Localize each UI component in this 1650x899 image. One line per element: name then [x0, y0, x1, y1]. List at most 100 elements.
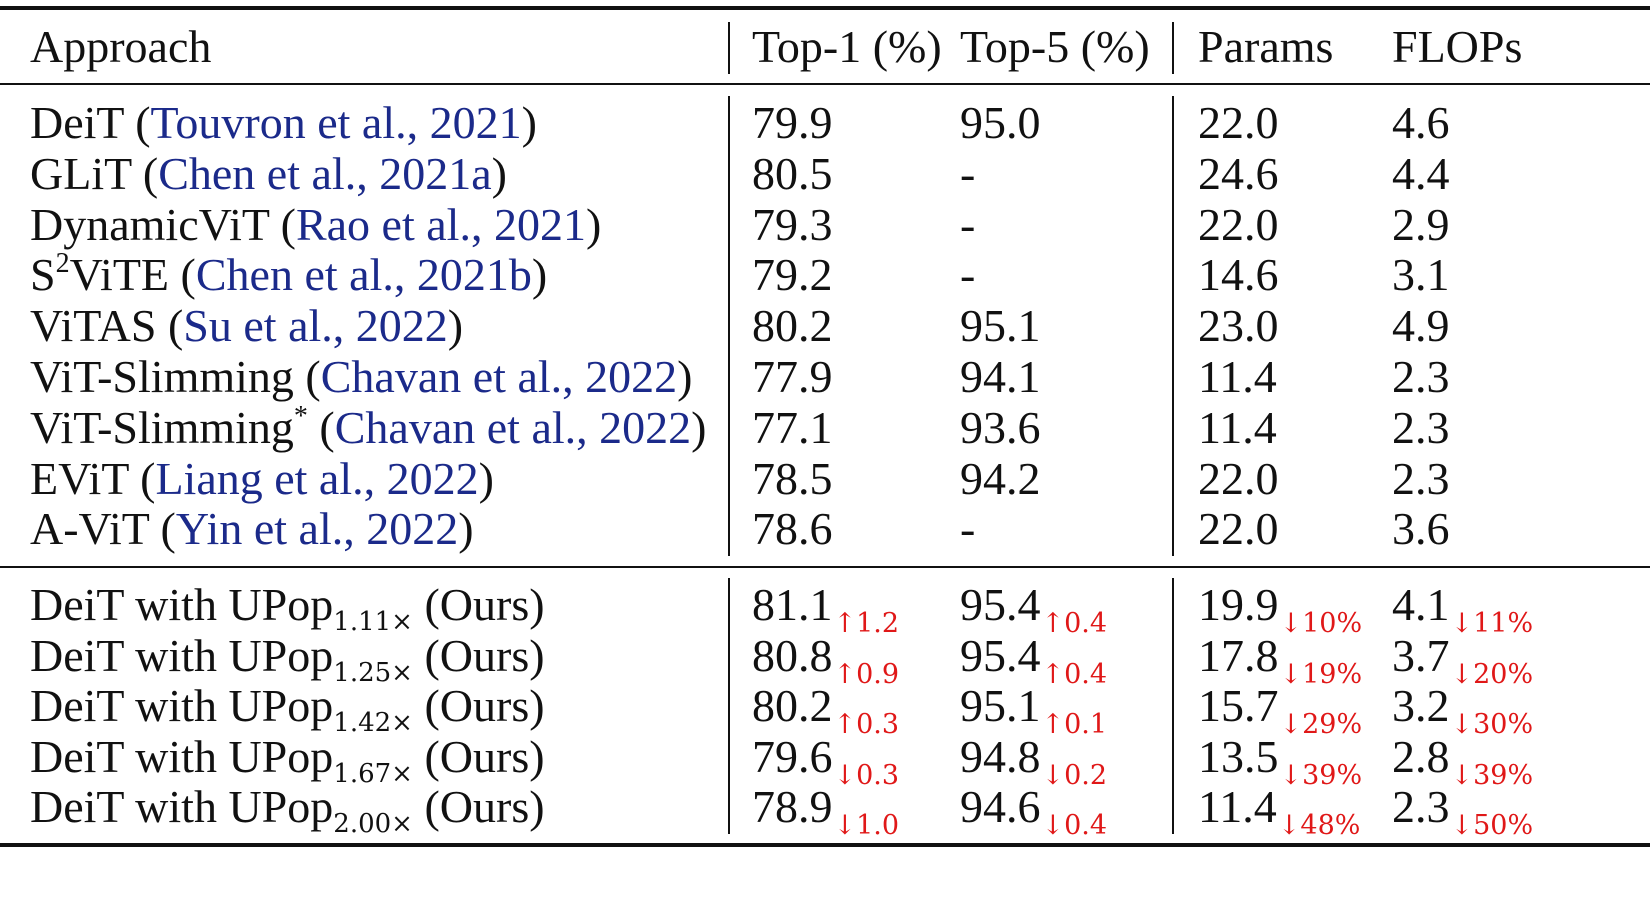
top1-cell: 79.2: [752, 249, 833, 301]
top1-delta: ↓1.0: [833, 810, 900, 842]
top5-cell: 94.1: [960, 351, 1041, 402]
top5-value: 95.4: [960, 629, 1041, 681]
params-cell: 22.0: [1198, 97, 1279, 148]
top5-cell: 95.1: [960, 300, 1041, 352]
table-row: S2ViTE (Chen et al., 2021b) 79.2 - 14.6 3.1: [0, 248, 1650, 301]
column-separator-2: [1172, 22, 1174, 74]
params-value: 13.5: [1198, 730, 1279, 782]
table-row: ViTAS (Su et al., 2022) 80.2 95.1 23.0 4.9: [0, 299, 1650, 352]
approach-cell: DeiT with UPop1.25× (Ours): [30, 629, 545, 690]
flops-cell: 2.9: [1392, 198, 1450, 250]
top1-cell: 79.3: [752, 198, 833, 250]
table-row: DeiT with UPop1.42× (Ours) 80.2↑0.3 95.1↑0…: [0, 679, 1650, 740]
params-cell: 15.7↓29%: [1198, 679, 1363, 741]
top1-cell: 78.5: [752, 452, 833, 504]
top5-cell: 95.0: [960, 97, 1041, 148]
approach-cell: DeiT with UPop2.00× (Ours): [30, 780, 545, 841]
flops-cell: 4.6: [1392, 97, 1450, 148]
params-cell: 17.8↓19%: [1198, 629, 1363, 690]
method-name: ViT-Slimming: [30, 401, 294, 453]
method-name: DeiT with UPop: [30, 629, 334, 681]
method-subscript: 1.67×: [333, 758, 413, 789]
method-subscript: 1.42×: [333, 708, 413, 739]
params-delta: ↓29%: [1279, 709, 1363, 741]
flops-cell: 3.6: [1392, 503, 1450, 555]
params-cell: 22.0: [1198, 198, 1279, 250]
top1-delta: ↑0.9: [833, 658, 900, 690]
table-header: Approach Top-1 (%) Top-5 (%) Params FLOP…: [0, 20, 1650, 73]
header-top5: Top-5 (%): [960, 21, 1150, 72]
table-row: DeiT with UPop2.00× (Ours) 78.9↓1.0 94.6↓0…: [0, 780, 1650, 841]
top1-delta: ↑1.2: [833, 608, 900, 639]
top1-cell: 80.5: [752, 147, 833, 199]
params-cell: 23.0: [1198, 300, 1279, 352]
ours-label: (Ours): [424, 730, 545, 782]
method-superscript: 2: [55, 248, 70, 280]
citation: Su et al., 2022: [183, 300, 448, 352]
top1-value: 79.6: [752, 730, 833, 782]
method-name-prefix: S: [30, 249, 56, 301]
params-value: 11.4: [1198, 781, 1277, 833]
top1-cell: 80.2↑0.3: [752, 679, 899, 740]
ours-label: (Ours): [424, 579, 545, 630]
top5-cell: 95.4↑0.4: [960, 629, 1107, 690]
approach-cell: ViT-Slimming* (Chavan et al., 2022): [30, 400, 707, 453]
header-rule: [0, 83, 1650, 85]
citation: Chavan et al., 2022: [320, 351, 678, 402]
flops-cell: 4.1↓11%: [1392, 578, 1533, 639]
approach-cell: EViT (Liang et al., 2022): [30, 452, 494, 504]
params-cell: 22.0: [1198, 503, 1279, 555]
column-separator-1: [728, 96, 730, 556]
bottom-rule: [0, 843, 1650, 847]
top1-cell: 79.9: [752, 97, 833, 148]
params-cell: 14.6: [1198, 249, 1279, 301]
top5-cell: 95.1↑0.1: [960, 679, 1107, 740]
table-row: A-ViT (Yin et al., 2022) 78.6 - 22.0 3.6: [0, 502, 1650, 555]
params-cell: 11.4: [1198, 401, 1277, 453]
method-name: DeiT with UPop: [30, 730, 334, 782]
top5-delta: ↓0.4: [1041, 810, 1108, 842]
header-approach: Approach: [30, 21, 212, 72]
table-row: DynamicViT (Rao et al., 2021) 79.3 - 22.0 2.…: [0, 198, 1650, 251]
method-name: A-ViT: [30, 503, 150, 555]
params-cell: 11.4↓48%: [1198, 780, 1360, 841]
top1-cell: 81.1↑1.2: [752, 578, 900, 639]
method-name: DeiT with UPop: [30, 579, 334, 630]
flops-value: 4.1: [1392, 579, 1450, 630]
method-name: DynamicViT: [30, 198, 270, 250]
method-superscript: *: [293, 400, 308, 432]
flops-cell: 4.9: [1392, 300, 1450, 352]
top1-cell: 77.1: [752, 401, 833, 453]
top1-value: 78.9: [752, 781, 833, 833]
flops-cell: 4.4: [1392, 147, 1450, 199]
citation: Liang et al., 2022: [155, 452, 479, 504]
params-cell: 24.6: [1198, 147, 1279, 199]
params-value: 19.9: [1198, 579, 1279, 630]
flops-value: 2.8: [1392, 730, 1450, 782]
top5-cell: 94.6↓0.4: [960, 780, 1108, 842]
params-cell: 13.5↓39%: [1198, 730, 1362, 791]
top1-cell: 78.6: [752, 503, 833, 555]
flops-cell: 2.3↓50%: [1392, 780, 1533, 841]
top5-cell: 95.4↑0.4: [960, 578, 1108, 639]
params-value: 15.7: [1198, 680, 1279, 732]
citation: Yin et al., 2022: [175, 503, 459, 555]
table-row: GLiT (Chen et al., 2021a) 80.5 - 24.6 4.4: [0, 147, 1650, 200]
top5-delta: ↑0.4: [1041, 608, 1108, 639]
top1-cell: 79.6↓0.3: [752, 730, 899, 791]
header-params: Params: [1198, 21, 1334, 72]
flops-cell: 2.3: [1392, 351, 1450, 402]
method-name: GLiT: [30, 147, 132, 199]
approach-cell: S2ViTE (Chen et al., 2021b): [30, 248, 548, 301]
column-separator-1: [728, 22, 730, 74]
top5-cell: -: [960, 198, 976, 250]
flops-cell: 2.8↓39%: [1392, 730, 1533, 791]
top5-value: 95.4: [960, 579, 1041, 630]
flops-cell: 3.7↓20%: [1392, 629, 1533, 690]
method-name: EViT: [30, 452, 129, 504]
ours-label: (Ours): [424, 629, 545, 681]
params-delta: ↓19%: [1279, 658, 1363, 690]
top1-cell: 77.9: [752, 351, 833, 402]
approach-cell: DeiT with UPop1.42× (Ours): [30, 679, 545, 740]
column-separator-2: [1172, 96, 1174, 556]
